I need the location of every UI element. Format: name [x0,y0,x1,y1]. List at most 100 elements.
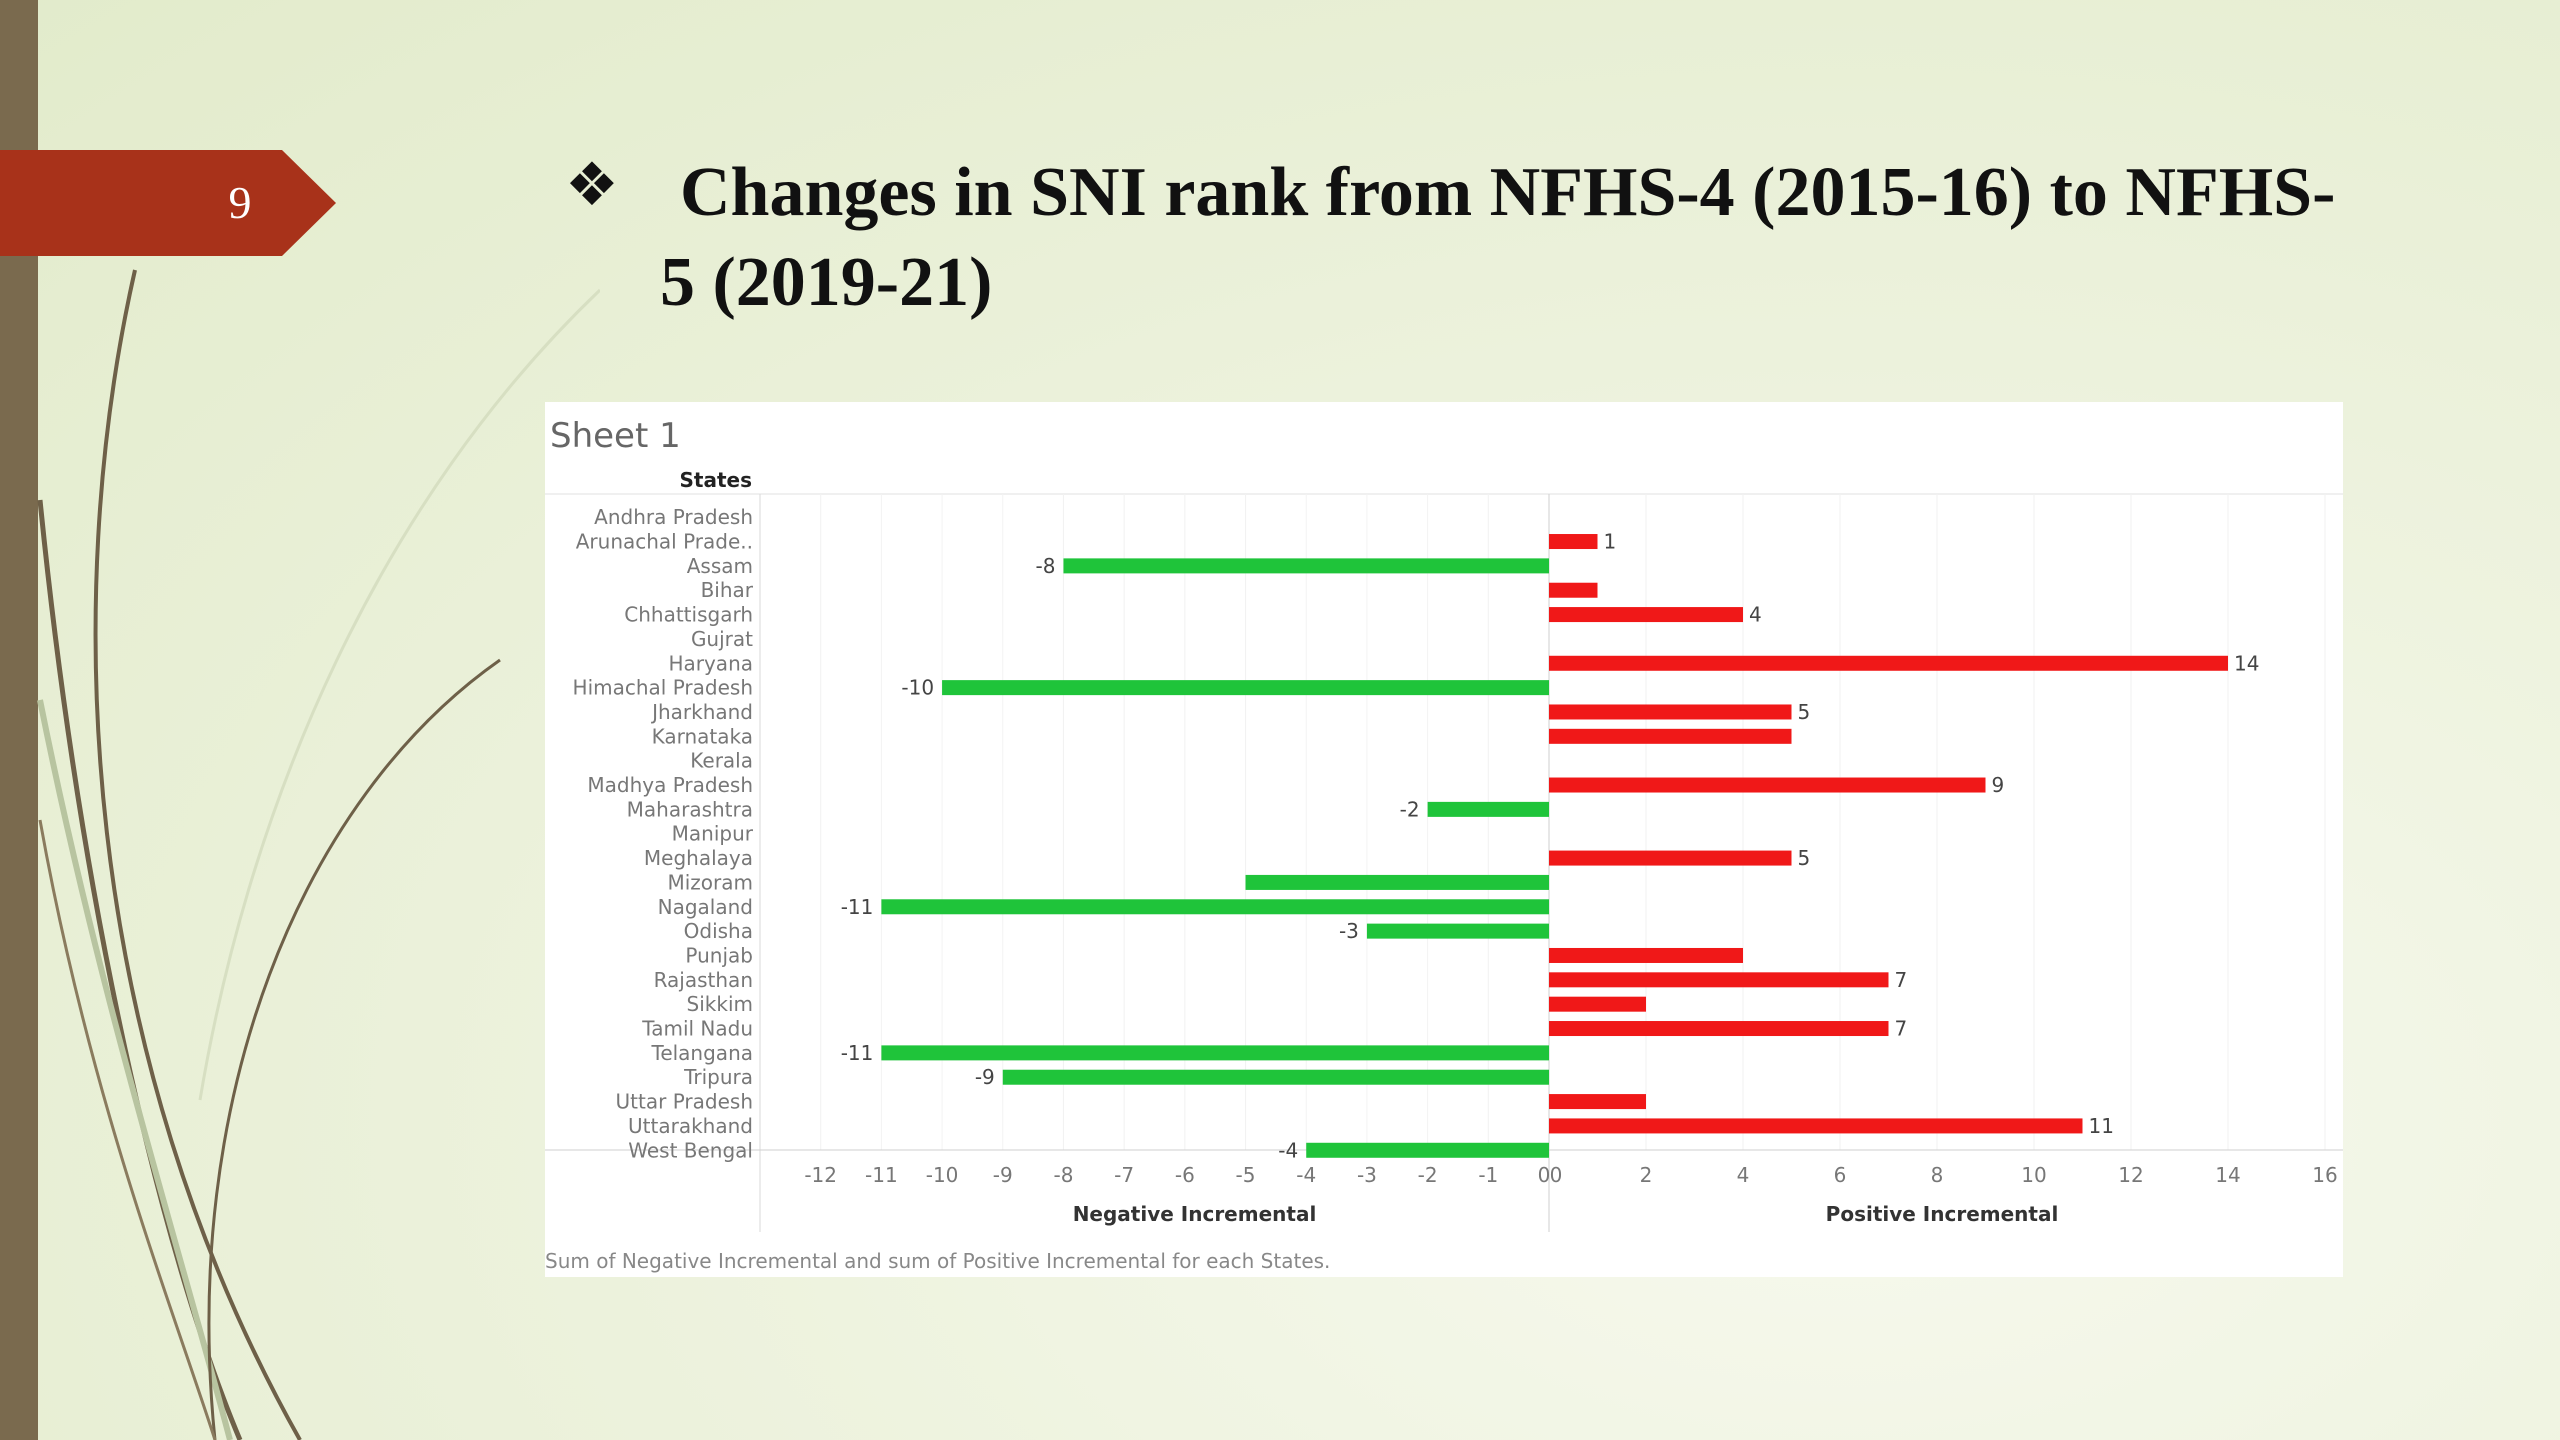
positive-bar-label: 7 [1895,1017,1908,1041]
positive-axis-tick: 12 [2118,1163,2143,1187]
state-label: Uttarakhand [628,1114,753,1138]
positive-axis-title: Positive Incremental [1826,1202,2059,1226]
state-label: Mizoram [667,870,753,894]
negative-axis-tick: -12 [804,1163,837,1187]
state-label: Chhattisgarh [624,603,753,627]
negative-bar [881,899,1549,915]
negative-axis-tick: 0 [1538,1163,1551,1187]
positive-bar [1549,704,1792,720]
state-label: Nagaland [658,895,753,919]
state-label: Jharkhand [650,700,753,724]
positive-bar-label: 1 [1604,530,1617,554]
positive-bar-label: 5 [1798,700,1811,724]
negative-bar [1366,923,1549,939]
positive-bar [1549,972,1889,988]
state-label: Rajasthan [654,968,753,992]
negative-axis-tick: -10 [926,1163,959,1187]
state-label: Tripura [683,1065,753,1089]
state-label: Gujrat [691,627,753,651]
negative-axis-tick: -11 [865,1163,898,1187]
negative-axis-tick: -7 [1114,1163,1134,1187]
sheet-title: Sheet 1 [550,416,681,456]
positive-bar-label: 9 [1992,773,2005,797]
state-label: Sikkim [687,992,753,1016]
positive-bar-label: 14 [2234,651,2259,675]
positive-bar [1549,1094,1646,1110]
state-label: Meghalaya [644,846,753,870]
negative-bar [1002,1069,1549,1085]
state-label: Assam [687,554,753,578]
state-label: Telangana [651,1041,754,1065]
state-label: Tamil Nadu [641,1017,753,1041]
negative-axis-tick: -2 [1418,1163,1438,1187]
positive-bar [1549,850,1792,866]
negative-bar [942,680,1549,696]
negative-axis-title: Negative Incremental [1073,1202,1317,1226]
positive-bar [1549,582,1598,598]
positive-bar-label: 11 [2089,1114,2114,1138]
negative-axis-tick: -9 [993,1163,1013,1187]
positive-bar [1549,996,1646,1012]
state-label: Odisha [684,919,753,943]
positive-axis-tick: 6 [1834,1163,1847,1187]
negative-axis-tick: -8 [1053,1163,1073,1187]
negative-bar-label: -8 [1036,554,1056,578]
positive-axis-tick: 4 [1737,1163,1750,1187]
positive-bar [1549,534,1598,550]
positive-bar [1549,607,1743,623]
state-label: West Bengal [628,1138,753,1162]
positive-bar [1549,728,1792,744]
decorative-swoosh-lines [37,269,600,1440]
negative-bar-label: -4 [1278,1138,1298,1162]
state-label: Andhra Pradesh [594,505,753,529]
negative-axis-tick: -1 [1478,1163,1498,1187]
positive-axis-tick: 10 [2021,1163,2046,1187]
negative-axis-tick: -5 [1236,1163,1256,1187]
positive-bar [1549,947,1743,963]
positive-axis-tick: 14 [2215,1163,2240,1187]
positive-bar [1549,1118,2083,1134]
state-label: Kerala [690,749,753,773]
state-label: Punjab [685,943,753,967]
positive-bar-label: 5 [1798,846,1811,870]
negative-bar [1306,1142,1549,1158]
negative-bar-label: -11 [841,1041,874,1065]
state-label: Madhya Pradesh [587,773,753,797]
positive-bar [1549,1021,1889,1037]
positive-bar-label: 4 [1749,603,1762,627]
positive-bar-label: 7 [1895,968,1908,992]
negative-axis-tick: -6 [1175,1163,1195,1187]
positive-axis-tick: 16 [2312,1163,2337,1187]
state-label: Karnataka [652,724,753,748]
four-diamond-bullet-icon: ❖ [565,150,619,220]
positive-bar [1549,777,1986,793]
state-label: Bihar [701,578,754,602]
chart-panel: Sheet 1 States Andhra Pradesh Arunachal Pra… [545,402,2343,1277]
positive-axis-tick: 0 [1550,1163,1563,1187]
chart-caption: Sum of Negative Incremental and sum of P… [545,1249,1330,1273]
page-number: 9 [228,177,252,228]
negative-bar [1245,874,1549,890]
state-label: Arunachal Prade.. [576,530,753,554]
positive-axis-tick: 8 [1931,1163,1944,1187]
slide-title: Changes in SNI rank from NFHS-4 (2015-16… [660,154,2336,321]
state-label: Haryana [668,651,753,675]
negative-bar [1427,801,1549,817]
negative-axis-tick: -3 [1357,1163,1377,1187]
negative-bar-label: -10 [901,676,934,700]
state-label: Maharashtra [627,797,753,821]
negative-bar [1063,558,1549,574]
negative-axis-tick: -4 [1296,1163,1316,1187]
page-number-badge [0,150,336,256]
positive-axis-tick: 2 [1640,1163,1653,1187]
state-label: Manipur [672,822,754,846]
positive-bar [1549,655,2228,671]
negative-bar-label: -2 [1400,797,1420,821]
negative-bar-label: -11 [841,895,874,919]
state-label: Himachal Pradesh [573,676,753,700]
negative-bar [881,1045,1549,1061]
state-label: Uttar Pradesh [616,1090,753,1114]
row-header: States [680,468,753,492]
negative-bar-label: -9 [975,1065,995,1089]
